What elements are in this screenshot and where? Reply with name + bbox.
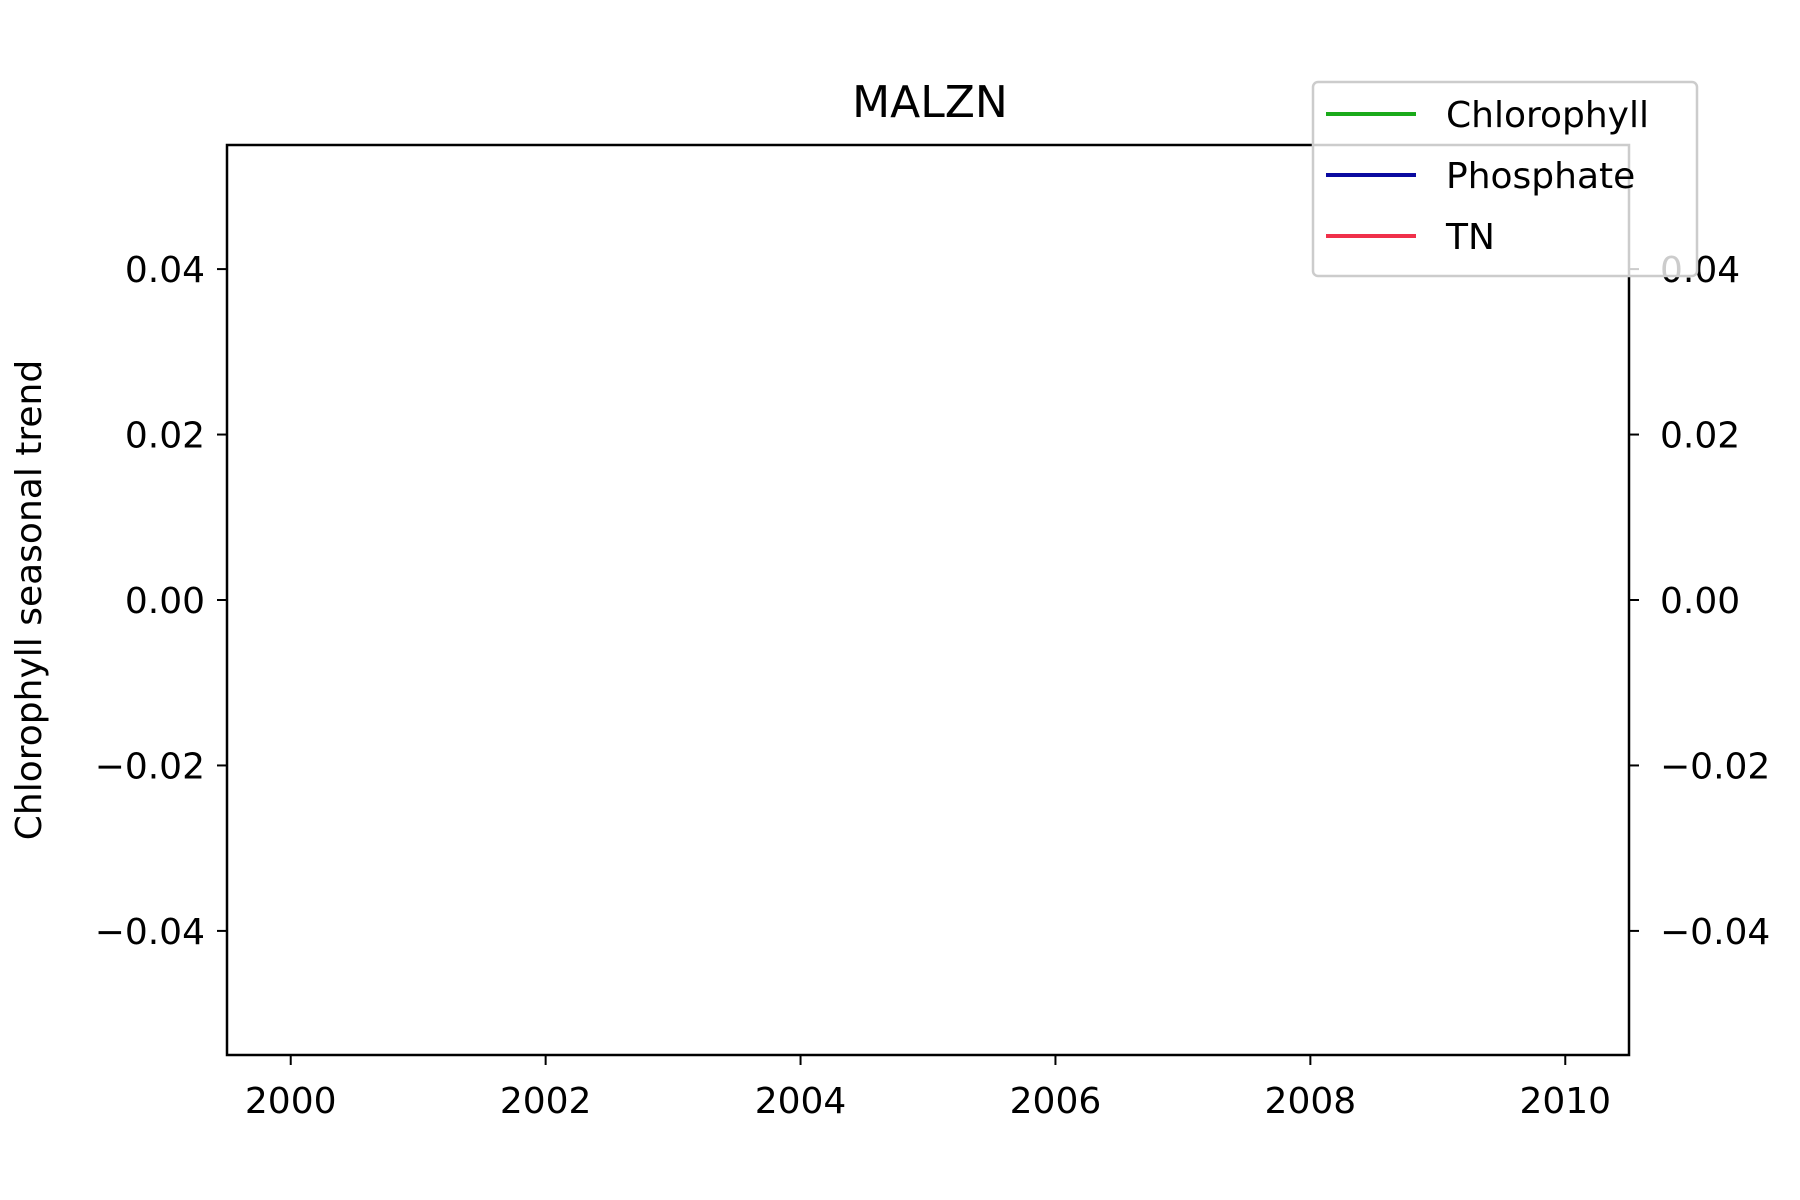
y-tick-label-left: −0.02 — [95, 746, 205, 787]
x-tick-label: 2008 — [1265, 1081, 1357, 1122]
y-tick-label-right: −0.02 — [1660, 746, 1770, 787]
legend-label: Phosphate — [1446, 156, 1635, 197]
x-axis: 2000 2002 2004 2006 2008 2010 — [245, 1055, 1611, 1122]
y-tick-label-left: 0.04 — [125, 250, 205, 291]
legend-box — [1311, 80, 1699, 278]
chart-title: MALZN — [852, 77, 1008, 128]
x-tick-label: 2004 — [755, 1081, 847, 1122]
y-tick-label-left: −0.04 — [95, 912, 205, 953]
x-tick-label: 2000 — [245, 1081, 337, 1122]
legend-label: Chlorophyll — [1446, 95, 1649, 136]
y-axis-left: −0.04 −0.02 0.00 0.02 0.04 — [95, 250, 227, 953]
legend: Chlorophyll Phosphate TN — [1311, 80, 1699, 278]
y-axis-label: Chlorophyll seasonal trend — [9, 360, 50, 840]
legend-label: TN — [1445, 217, 1495, 258]
y-tick-label-right: 0.00 — [1660, 581, 1740, 622]
y-axis-right: −0.04−0.020.000.020.04 — [1629, 250, 1770, 953]
plot-frame — [225, 143, 1631, 1057]
x-tick-label: 2002 — [500, 1081, 592, 1122]
x-tick-label: 2006 — [1010, 1081, 1102, 1122]
y-tick-label-left: 0.02 — [125, 416, 205, 457]
y-tick-label-right: −0.04 — [1660, 912, 1770, 953]
x-tick-label: 2010 — [1519, 1081, 1611, 1122]
y-tick-label-left: 0.00 — [125, 581, 205, 622]
y-tick-label-right: 0.02 — [1660, 416, 1740, 457]
